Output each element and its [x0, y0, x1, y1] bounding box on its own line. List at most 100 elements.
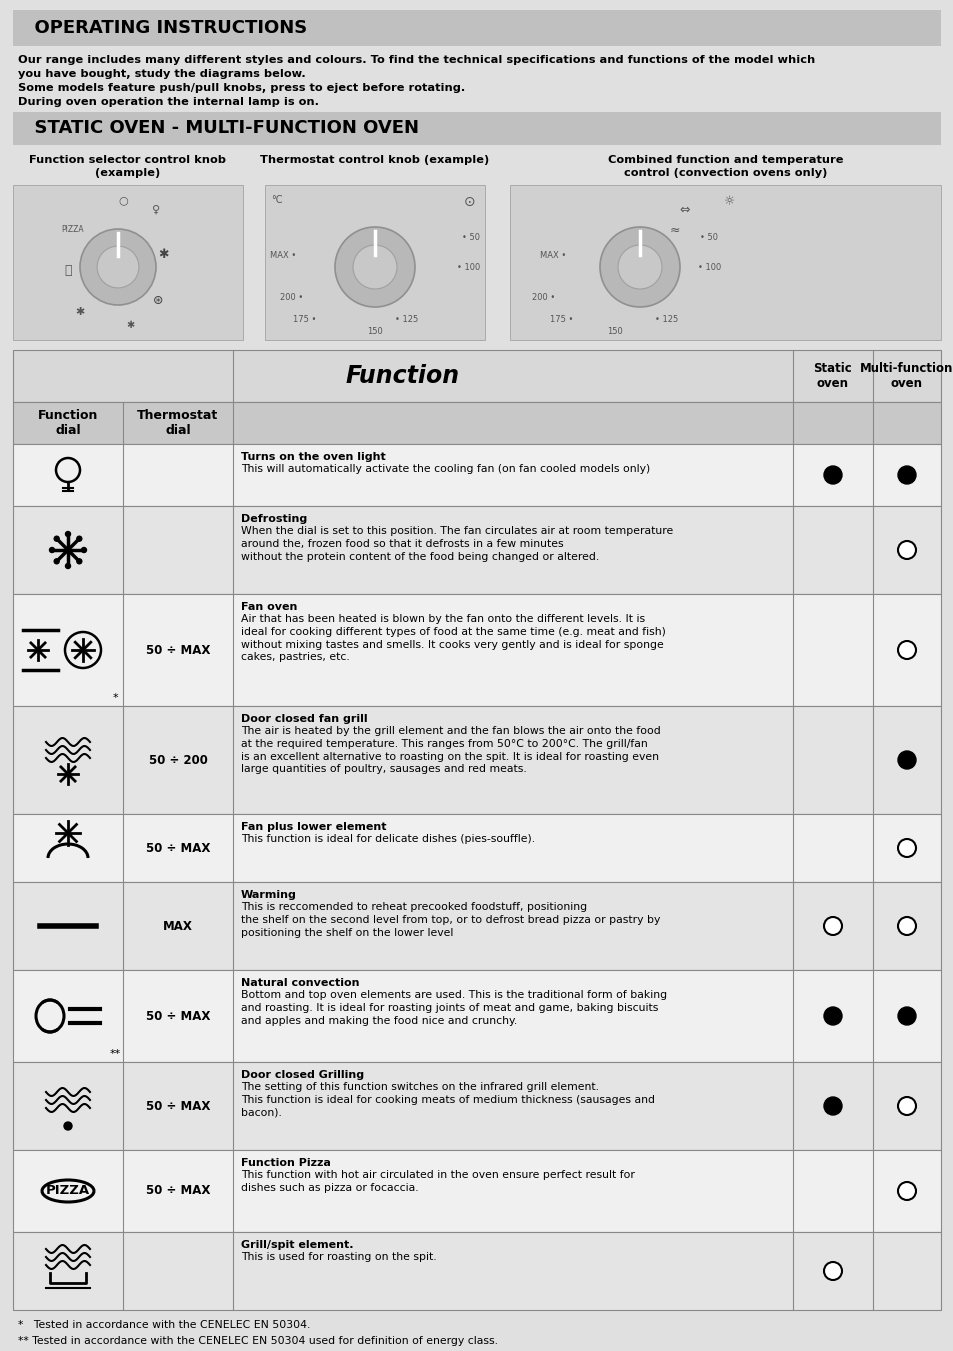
Text: MAX: MAX — [163, 920, 193, 932]
Text: 50 ÷ MAX: 50 ÷ MAX — [146, 842, 210, 854]
Text: MAX •: MAX • — [270, 250, 296, 259]
Circle shape — [66, 563, 71, 569]
Bar — [13, 150, 940, 345]
Circle shape — [64, 1121, 71, 1129]
Bar — [13, 594, 940, 707]
Text: ♀: ♀ — [152, 205, 160, 215]
Text: Static
oven: Static oven — [813, 362, 851, 390]
Text: 175 •: 175 • — [293, 316, 316, 324]
Text: ⊙: ⊙ — [464, 195, 476, 209]
Text: 200 •: 200 • — [532, 293, 555, 303]
Bar — [13, 444, 940, 507]
Circle shape — [353, 245, 396, 289]
Text: Warming: Warming — [241, 890, 296, 900]
Text: ✱: ✱ — [126, 320, 134, 330]
Text: • 50: • 50 — [461, 234, 479, 242]
Text: The setting of this function switches on the infrared grill element.
This functi: The setting of this function switches on… — [241, 1082, 655, 1117]
Text: Fan oven: Fan oven — [241, 603, 297, 612]
Text: ** Tested in accordance with the CENELEC EN 50304 used for definition of energy : ** Tested in accordance with the CENELEC… — [18, 1336, 497, 1346]
Text: PIZZA: PIZZA — [46, 1185, 90, 1197]
Text: Function: Function — [346, 363, 459, 388]
Bar — [13, 1062, 940, 1150]
Text: Our range includes many different styles and colours. To find the technical spec: Our range includes many different styles… — [18, 55, 815, 65]
Bar — [13, 707, 940, 815]
Text: 175 •: 175 • — [550, 316, 573, 324]
Bar — [13, 815, 940, 882]
Text: Thermostat
dial: Thermostat dial — [137, 409, 218, 436]
Text: ✱: ✱ — [75, 307, 85, 317]
Text: Turns on the oven light: Turns on the oven light — [241, 453, 385, 462]
Circle shape — [80, 230, 156, 305]
Text: Function selector control knob: Function selector control knob — [30, 155, 226, 165]
Text: ✱: ✱ — [157, 249, 168, 262]
Text: Defrosting: Defrosting — [241, 513, 307, 524]
Text: This function with hot air circulated in the oven ensure perfect result for
dish: This function with hot air circulated in… — [241, 1170, 634, 1193]
Text: Function Pizza: Function Pizza — [241, 1158, 331, 1169]
Text: 50 ÷ MAX: 50 ÷ MAX — [146, 643, 210, 657]
Circle shape — [897, 1182, 915, 1200]
Text: When the dial is set to this position. The fan circulates air at room temperatur: When the dial is set to this position. T… — [241, 526, 673, 562]
Text: • 125: • 125 — [655, 316, 678, 324]
Text: 50 ÷ MAX: 50 ÷ MAX — [146, 1185, 210, 1197]
Text: control (convection ovens only): control (convection ovens only) — [623, 168, 826, 178]
Circle shape — [897, 1097, 915, 1115]
Bar — [13, 403, 940, 444]
Circle shape — [897, 917, 915, 935]
Circle shape — [897, 839, 915, 857]
Circle shape — [897, 466, 915, 484]
Text: Door closed fan grill: Door closed fan grill — [241, 713, 367, 724]
Bar — [510, 185, 940, 340]
Text: 50 ÷ MAX: 50 ÷ MAX — [146, 1100, 210, 1112]
Text: ☼: ☼ — [723, 196, 735, 208]
Text: Fan plus lower element: Fan plus lower element — [241, 821, 386, 832]
Text: (example): (example) — [95, 168, 160, 178]
Text: Multi-function
oven: Multi-function oven — [860, 362, 953, 390]
Circle shape — [897, 751, 915, 769]
Text: Door closed Grilling: Door closed Grilling — [241, 1070, 364, 1079]
Text: STATIC OVEN - MULTI-FUNCTION OVEN: STATIC OVEN - MULTI-FUNCTION OVEN — [22, 119, 418, 136]
Bar — [13, 350, 940, 403]
Text: OPERATING INSTRUCTIONS: OPERATING INSTRUCTIONS — [22, 19, 307, 36]
Circle shape — [77, 559, 82, 563]
Text: ⌓: ⌓ — [64, 263, 71, 277]
Text: This is used for roasting on the spit.: This is used for roasting on the spit. — [241, 1252, 436, 1262]
Bar — [13, 185, 243, 340]
Bar — [13, 1232, 940, 1310]
Text: 50 ÷ 200: 50 ÷ 200 — [149, 754, 207, 766]
Circle shape — [97, 246, 139, 288]
Text: 50 ÷ MAX: 50 ÷ MAX — [146, 1009, 210, 1023]
Bar — [13, 507, 940, 594]
Circle shape — [897, 540, 915, 559]
Text: ⇔: ⇔ — [679, 204, 690, 216]
Text: • 100: • 100 — [456, 263, 479, 273]
Text: 150: 150 — [367, 327, 382, 336]
Circle shape — [823, 466, 841, 484]
Text: Grill/spit element.: Grill/spit element. — [241, 1240, 354, 1250]
Circle shape — [599, 227, 679, 307]
Circle shape — [81, 547, 87, 553]
Text: ⊛: ⊛ — [152, 293, 163, 307]
Text: °C: °C — [271, 195, 282, 205]
Circle shape — [823, 917, 841, 935]
Text: During oven operation the internal lamp is on.: During oven operation the internal lamp … — [18, 97, 318, 107]
Circle shape — [54, 536, 59, 542]
Circle shape — [823, 1006, 841, 1025]
Bar — [13, 970, 940, 1062]
Circle shape — [77, 536, 82, 542]
Text: Combined function and temperature: Combined function and temperature — [607, 155, 842, 165]
Text: This will automatically activate the cooling fan (on fan cooled models only): This will automatically activate the coo… — [241, 463, 650, 474]
Text: PIZZA: PIZZA — [62, 226, 84, 235]
Text: 150: 150 — [606, 327, 622, 336]
Text: you have bought, study the diagrams below.: you have bought, study the diagrams belo… — [18, 69, 305, 78]
Text: ≈: ≈ — [669, 223, 679, 236]
Text: *: * — [112, 693, 117, 703]
Bar — [265, 185, 484, 340]
Circle shape — [618, 245, 661, 289]
Text: This function is ideal for delicate dishes (pies-souffle).: This function is ideal for delicate dish… — [241, 834, 535, 844]
Text: Natural convection: Natural convection — [241, 978, 359, 988]
Text: Thermostat control knob (example): Thermostat control knob (example) — [260, 155, 489, 165]
Bar — [13, 882, 940, 970]
Text: • 100: • 100 — [698, 263, 720, 273]
Circle shape — [897, 640, 915, 659]
Circle shape — [823, 1262, 841, 1279]
